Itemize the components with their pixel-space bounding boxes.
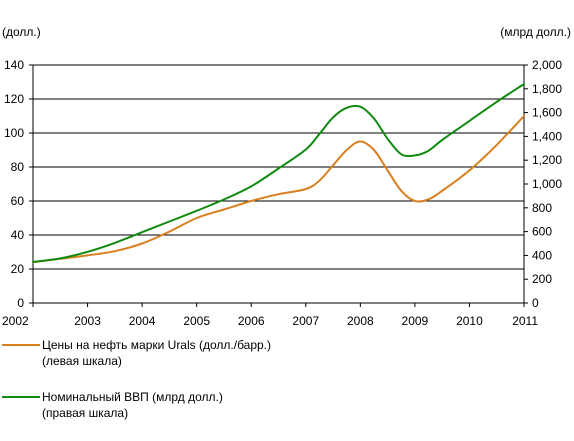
x-tick-label-7: 2009 — [402, 314, 429, 328]
x-tick-label-5: 2007 — [292, 314, 319, 328]
series-lines — [32, 83, 525, 264]
legend-swatch-gdp — [2, 396, 40, 398]
gridlines — [33, 64, 524, 304]
right-tick-label-6: 1,200 — [532, 153, 562, 167]
right-axis-unit: (млрд долл.) — [500, 25, 571, 39]
left-tick-label-5: 100 — [4, 126, 24, 140]
right-tick-label-2: 400 — [532, 248, 552, 262]
x-tick-label-6: 2008 — [347, 314, 374, 328]
legend-oil-line2: (левая шкала) — [42, 354, 122, 368]
x-tick-label-0: 2002 — [2, 314, 29, 328]
left-tick-label-0: 0 — [17, 296, 24, 310]
left-tick-label-1: 20 — [11, 262, 25, 276]
legend-label-gdp: Номинальный ВВП (млрд долл.) (правая шка… — [42, 389, 223, 421]
right-tick-label-5: 1,000 — [532, 177, 562, 191]
right-tick-label-3: 600 — [532, 225, 552, 239]
left-axis-unit: (долл.) — [2, 25, 41, 39]
right-axis-ticks: 0 200 400 600 800 1,000 1,200 1,400 1,600 1,800 2,… — [524, 58, 562, 310]
left-tick-label-3: 60 — [11, 194, 25, 208]
gdp-series-line — [32, 83, 525, 263]
right-tick-label-1: 200 — [532, 272, 552, 286]
legend-gdp-line2: (правая шкала) — [42, 406, 129, 420]
right-tick-label-10: 2,000 — [532, 58, 562, 72]
legend-gdp-line1: Номинальный ВВП (млрд долл.) — [42, 390, 223, 404]
left-axis-ticks: 0 20 40 60 80 100 120 140 — [4, 58, 33, 310]
right-tick-label-0: 0 — [532, 296, 539, 310]
right-tick-label-4: 800 — [532, 201, 552, 215]
left-tick-label-7: 140 — [4, 58, 24, 72]
oil-price-series-line — [32, 115, 525, 264]
x-tick-label-2: 2004 — [129, 314, 156, 328]
legend-oil-line1: Цены на нефть марки Urals (долл./барр.) — [42, 338, 272, 352]
right-tick-label-8: 1,600 — [532, 106, 562, 120]
right-tick-label-7: 1,400 — [532, 129, 562, 143]
x-tick-label-1: 2003 — [74, 314, 101, 328]
left-tick-label-4: 80 — [11, 160, 25, 174]
x-tick-label-3: 2005 — [183, 314, 210, 328]
right-tick-label-9: 1,800 — [532, 82, 562, 96]
x-axis-ticks: 2002 2003 2004 2005 2006 2007 2008 2009 2010 2011 — [2, 303, 538, 328]
x-tick-label-4: 2006 — [238, 314, 265, 328]
chart: (долл.) (млрд долл.) 020406080100120140 … — [2, 25, 571, 328]
left-tick-label-2: 40 — [11, 228, 25, 242]
x-tick-label-9: 2011 — [512, 314, 538, 328]
x-tick-label-8: 2010 — [456, 314, 483, 328]
legend-label-oil: Цены на нефть марки Urals (долл./барр.) … — [42, 337, 271, 369]
legend-swatch-oil — [2, 344, 40, 346]
left-tick-label-6: 120 — [4, 92, 24, 106]
